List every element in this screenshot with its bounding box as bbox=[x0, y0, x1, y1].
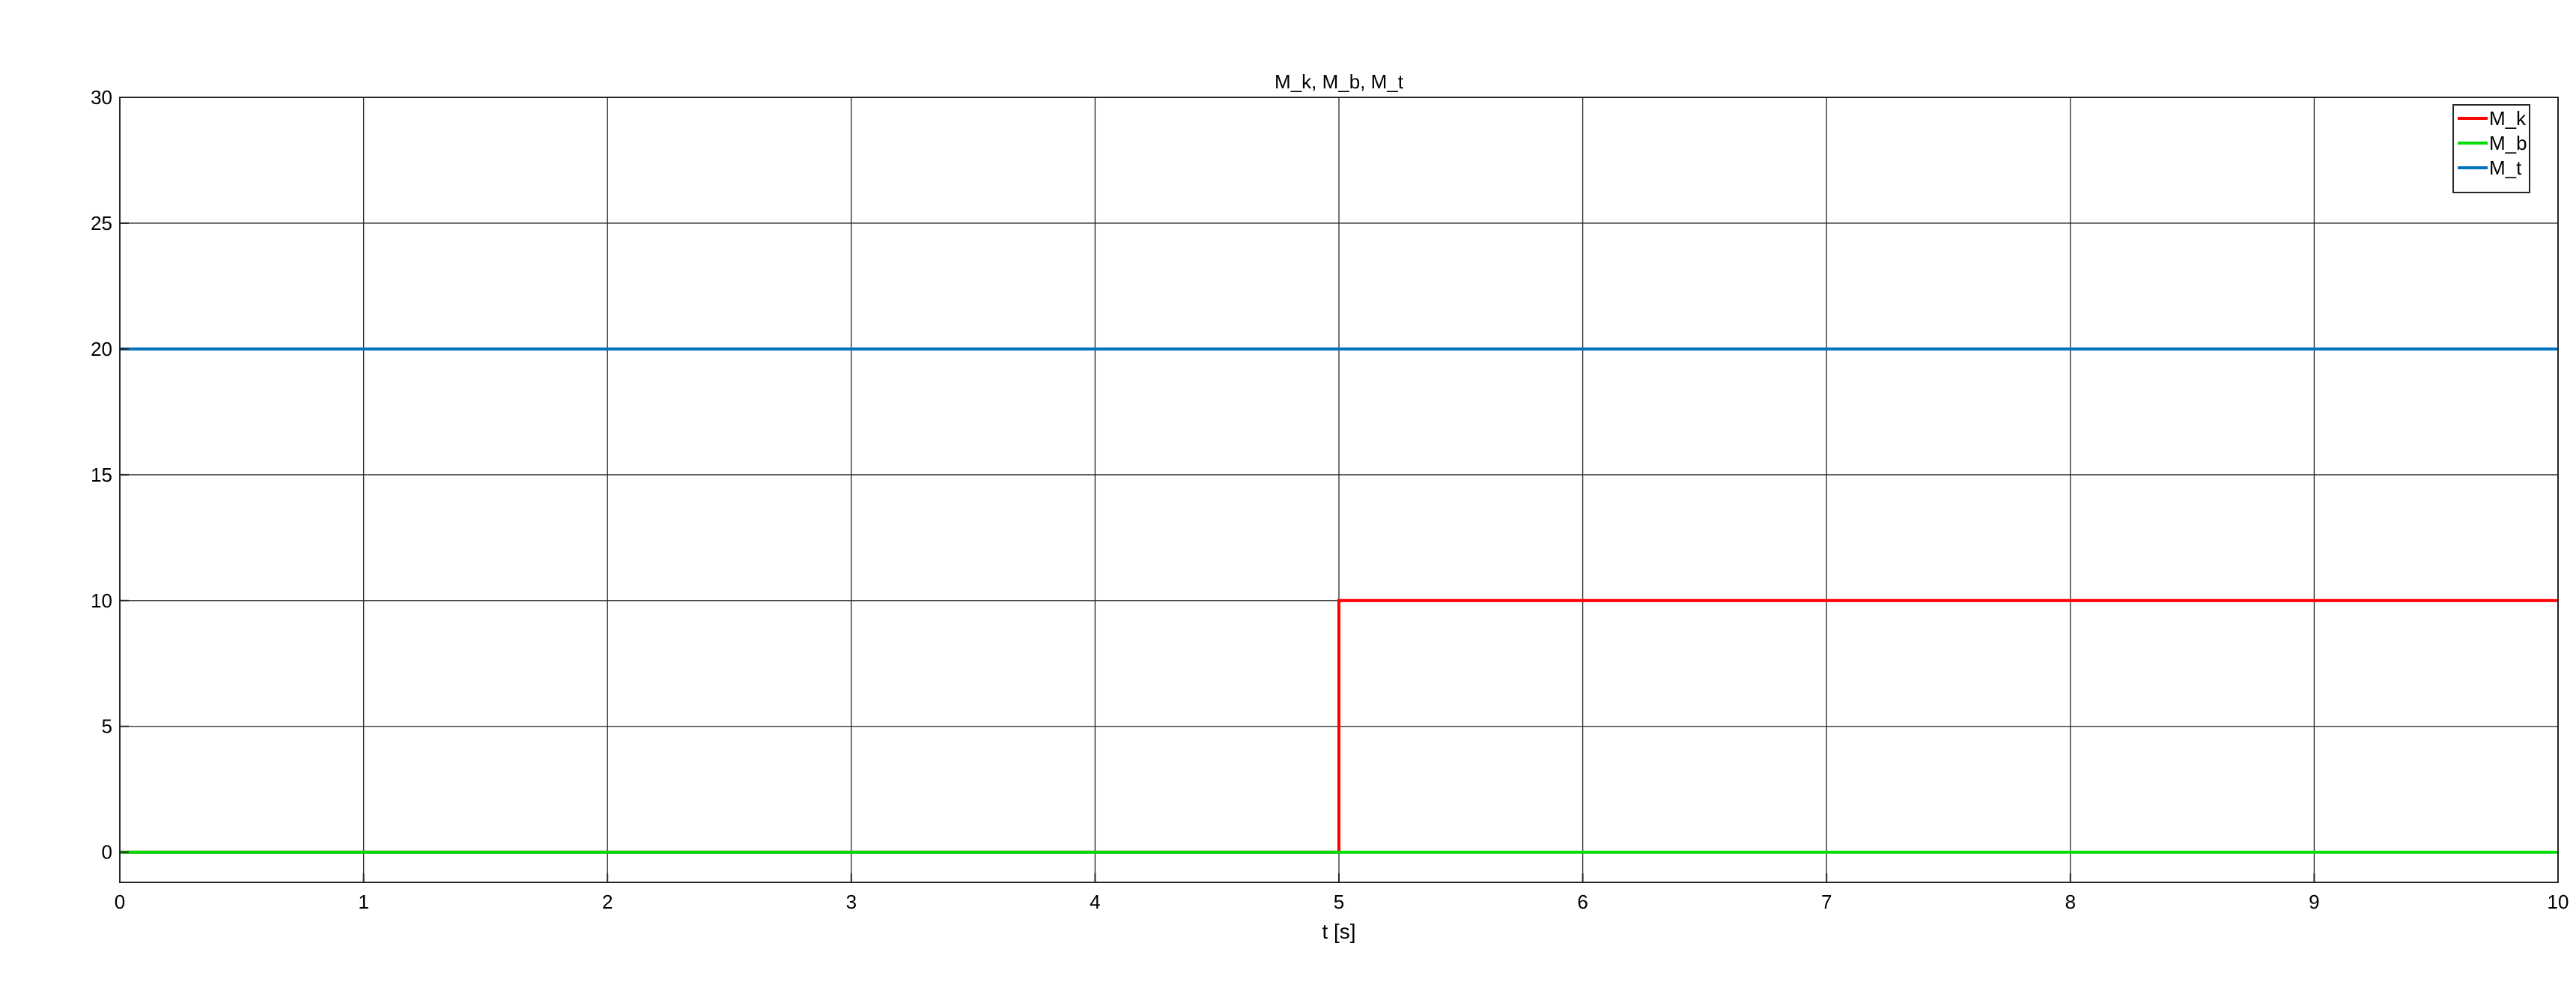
y-tick-label: 0 bbox=[102, 841, 112, 864]
x-tick-label: 8 bbox=[2065, 891, 2076, 913]
x-tick-label: 1 bbox=[358, 891, 368, 913]
y-axis-ticks: 0 5 10 15 20 25 30 bbox=[91, 86, 129, 864]
legend-label: M_b bbox=[2489, 132, 2527, 154]
y-tick-label: 5 bbox=[102, 715, 112, 738]
legend: M_kM_b M_t bbox=[2452, 104, 2530, 193]
x-tick-label: 2 bbox=[602, 891, 613, 913]
x-tick-label: 10 bbox=[2548, 891, 2569, 913]
x-axis-label: t [s] bbox=[1322, 920, 1355, 943]
x-tick-label: 0 bbox=[115, 891, 125, 913]
chart-title: M_k, M_b, M_t bbox=[1275, 70, 1404, 93]
x-tick-label: 5 bbox=[1334, 891, 1344, 913]
x-tick-label: 9 bbox=[2309, 891, 2319, 913]
x-axis-ticks: 0 1 2 3 4 5 6 7 8 9 10 bbox=[115, 873, 2569, 913]
legend-label: M_k bbox=[2489, 107, 2527, 130]
y-tick-label: 15 bbox=[91, 464, 112, 486]
x-tick-label: 3 bbox=[846, 891, 857, 913]
x-tick-label: 4 bbox=[1090, 891, 1100, 913]
y-tick-label: 20 bbox=[91, 338, 112, 360]
y-tick-label: 25 bbox=[91, 212, 112, 234]
y-tick-label: 30 bbox=[91, 86, 112, 109]
legend-label: M_t bbox=[2489, 157, 2522, 179]
x-tick-label: 6 bbox=[1577, 891, 1588, 913]
y-tick-label: 10 bbox=[91, 590, 112, 612]
plot-series bbox=[120, 347, 2558, 854]
x-tick-label: 7 bbox=[1821, 891, 1832, 913]
